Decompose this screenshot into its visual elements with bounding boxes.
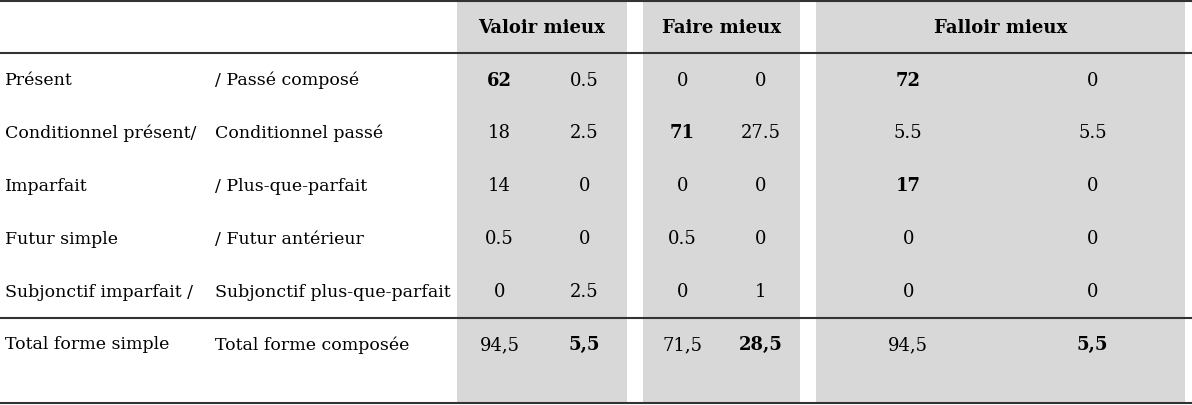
Bar (642, 2, 800, 403)
Text: 0: 0 (677, 177, 688, 195)
Text: 0: 0 (1087, 230, 1099, 248)
Text: 5,5: 5,5 (1078, 335, 1109, 353)
Text: 0: 0 (902, 283, 914, 301)
Text: 94,5: 94,5 (479, 335, 520, 353)
Bar (457, 2, 627, 403)
Text: Futur simple: Futur simple (5, 230, 118, 247)
Text: 1: 1 (755, 283, 766, 301)
Text: 71: 71 (670, 124, 695, 142)
Text: Valoir mieux: Valoir mieux (478, 19, 606, 37)
Text: / Passé composé: / Passé composé (215, 72, 359, 89)
Text: 0: 0 (677, 71, 688, 89)
Text: Total forme composée: Total forme composée (215, 335, 409, 353)
Text: / Plus-que-parfait: / Plus-que-parfait (215, 177, 367, 194)
Text: 27.5: 27.5 (740, 124, 781, 142)
Text: 0: 0 (677, 283, 688, 301)
Text: 5.5: 5.5 (894, 124, 923, 142)
Text: Faire mieux: Faire mieux (662, 19, 781, 37)
Text: 0: 0 (493, 283, 505, 301)
Text: 17: 17 (895, 177, 920, 195)
Text: Conditionnel passé: Conditionnel passé (215, 124, 383, 142)
Text: 5.5: 5.5 (1079, 124, 1107, 142)
Text: 5,5: 5,5 (569, 335, 601, 353)
Text: 0: 0 (579, 177, 590, 195)
Text: 0.5: 0.5 (570, 71, 598, 89)
Text: 28,5: 28,5 (739, 335, 783, 353)
Text: 71,5: 71,5 (663, 335, 702, 353)
Text: 2.5: 2.5 (570, 283, 598, 301)
Text: Total forme simple: Total forme simple (5, 336, 169, 353)
Text: 0: 0 (1087, 177, 1099, 195)
Text: Falloir mieux: Falloir mieux (933, 19, 1067, 37)
Text: 0.5: 0.5 (668, 230, 696, 248)
Text: 0: 0 (1087, 283, 1099, 301)
Text: 14: 14 (488, 177, 511, 195)
Text: Présent: Présent (5, 72, 73, 89)
Text: 0: 0 (755, 177, 766, 195)
Text: 2.5: 2.5 (570, 124, 598, 142)
Text: / Futur antérieur: / Futur antérieur (215, 230, 364, 247)
Text: Subjonctif plus-que-parfait: Subjonctif plus-que-parfait (215, 284, 451, 300)
Text: 62: 62 (488, 71, 513, 89)
Text: Subjonctif imparfait /: Subjonctif imparfait / (5, 284, 193, 300)
Text: Imparfait: Imparfait (5, 177, 88, 194)
Text: 0: 0 (579, 230, 590, 248)
Text: 94,5: 94,5 (888, 335, 929, 353)
Text: 0: 0 (755, 71, 766, 89)
Text: Conditionnel présent/: Conditionnel présent/ (5, 124, 197, 142)
Bar (817, 2, 1185, 403)
Text: 0: 0 (755, 230, 766, 248)
Text: 0: 0 (1087, 71, 1099, 89)
Text: 0.5: 0.5 (485, 230, 514, 248)
Text: 18: 18 (488, 124, 511, 142)
Text: 72: 72 (895, 71, 920, 89)
Text: 0: 0 (902, 230, 914, 248)
